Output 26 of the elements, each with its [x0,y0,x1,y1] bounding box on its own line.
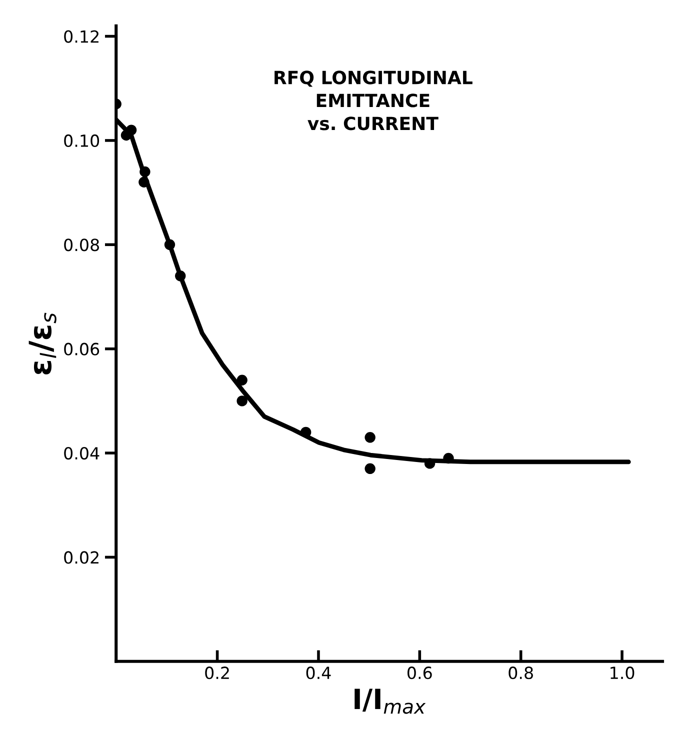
point [364,463,376,474]
point [300,426,312,438]
x-tick-label: 0.2 [205,666,229,680]
x-tick-label: 0.8 [508,666,533,680]
y-tick-label: 0.10 [64,134,100,148]
point [364,432,376,443]
y-axis-title: ε$_{l}$/ε$_{s}$ [28,312,56,374]
point [236,374,248,386]
point [140,166,150,178]
y-tick-label: 0.06 [64,342,100,356]
y-tick-label: 0.04 [64,446,100,460]
point [236,396,248,406]
point [175,270,186,282]
point [424,458,436,469]
x-tick-label: 1.0 [610,666,634,680]
point [138,176,150,188]
y-tick-label: 0.08 [64,238,99,252]
text: RFQ LONGITUDINAL EMITTANCE vs. CURRENT [274,70,472,130]
y-tick-label: 0.12 [64,30,98,43]
y-tick-label: 0.02 [64,551,98,564]
x-axis-title: I/I$_{max}$ [354,688,426,714]
x-tick-label: 0.4 [306,666,331,680]
point [164,239,176,250]
point [126,124,137,136]
x-tick-label: 0.6 [408,666,432,680]
point [443,452,454,464]
